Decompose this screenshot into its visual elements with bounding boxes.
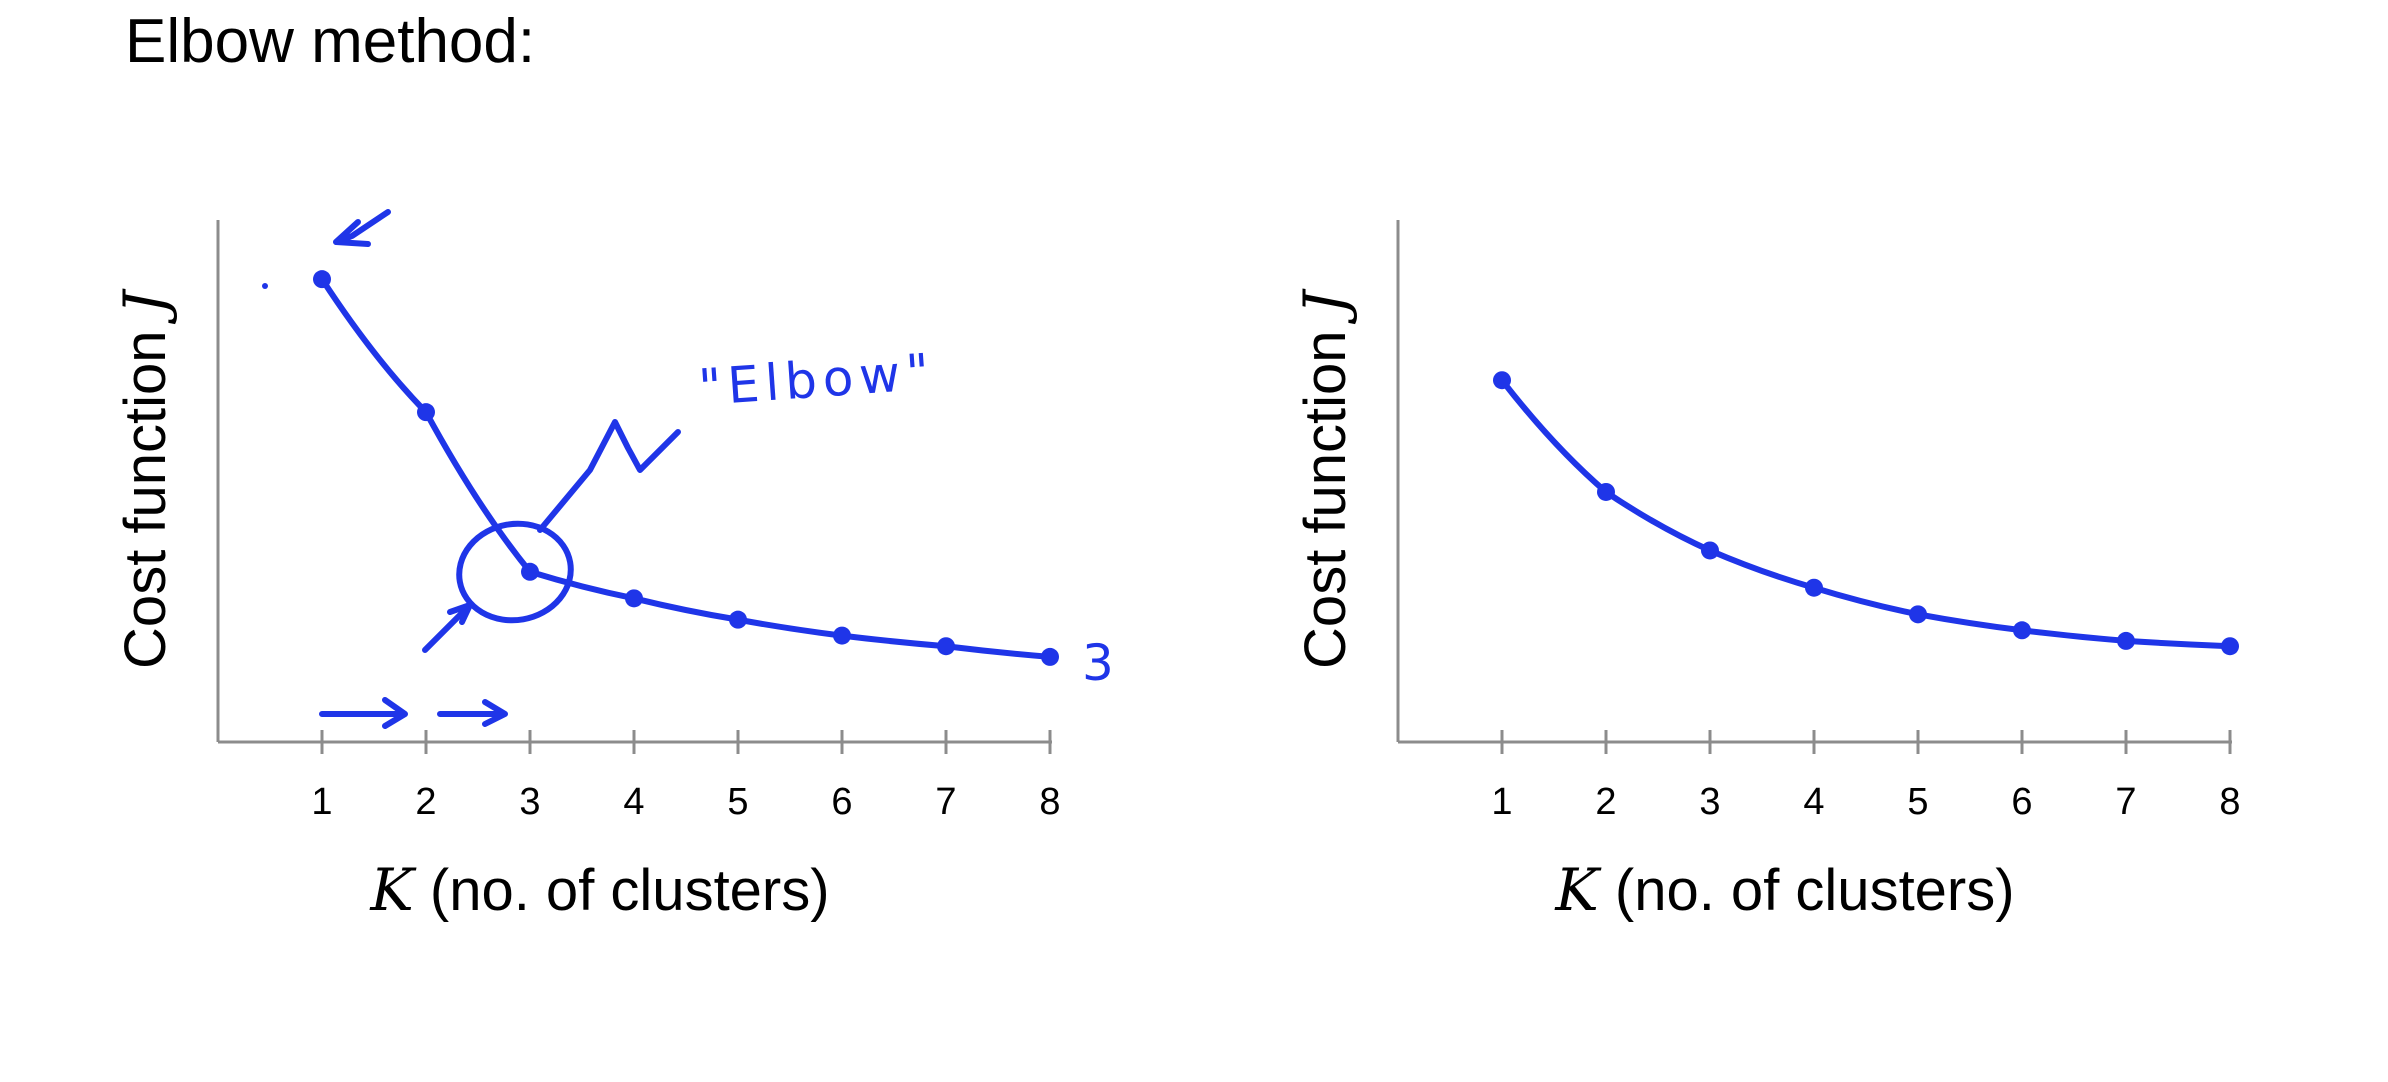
data-point: [313, 270, 331, 289]
smooth-chart: 1 2 3 4 5 6 7 8 K (no. of clusters) Cost functi…: [1291, 220, 2241, 924]
x-tick-label: 7: [935, 781, 956, 823]
y-axis-title: Cost function J: [1291, 288, 1359, 669]
x-tick-label: 8: [1039, 781, 1060, 823]
data-point: [937, 637, 955, 656]
ink-dot: [262, 283, 268, 289]
x-tick-label: 3: [519, 781, 540, 823]
data-point: [2013, 621, 2031, 640]
y-axis-label: Cost function: [1293, 314, 1358, 669]
x-axis-variable: K: [1554, 856, 1602, 924]
series-line: [1499, 377, 2233, 650]
x-tick-label: 7: [2115, 781, 2136, 823]
data-points: [313, 270, 1059, 666]
data-point: [2221, 637, 2239, 656]
x-axis-title: K (no. of clusters): [369, 856, 829, 924]
x-tick-label: 2: [1595, 781, 1616, 823]
x-tick-label: 3: [1699, 781, 1720, 823]
x-axis-tick-labels: 1 2 3 4 5 6 7 8: [1491, 781, 2240, 823]
x-axis-ticks: [320, 730, 1052, 754]
x-axis-title: K (no. of clusters): [1554, 856, 2014, 924]
x-tick-label: 4: [623, 781, 644, 823]
data-point: [417, 403, 435, 422]
x-axis-variable: K: [369, 856, 417, 924]
data-point: [1805, 578, 1823, 597]
x-tick-label: 5: [727, 781, 748, 823]
arrow-right-annotation-2: [437, 699, 508, 727]
x-axis-tick-labels: 1 2 3 4 5 6 7 8: [311, 781, 1060, 823]
data-point: [1701, 541, 1719, 560]
data-point: [2117, 631, 2135, 650]
data-points: [1493, 371, 2239, 656]
data-point: [1041, 647, 1059, 666]
arrow-annotation-top: [333, 209, 391, 247]
data-point: [1909, 605, 1927, 624]
handwritten-digit: 3: [1082, 634, 1120, 692]
x-tick-label: 8: [2219, 781, 2240, 823]
slide-title: Elbow method:: [125, 7, 536, 76]
data-point: [625, 589, 643, 608]
x-axis-label: (no. of clusters): [414, 858, 830, 923]
data-point: [521, 562, 539, 581]
x-axis-ticks: [1500, 730, 2232, 754]
data-point: [1493, 371, 1511, 390]
series-line: [319, 276, 1053, 660]
arrow-right-annotation-1: [319, 697, 408, 729]
x-tick-label: 4: [1803, 781, 1824, 823]
x-tick-label: 2: [415, 781, 436, 823]
y-axis-title: Cost function J: [111, 288, 179, 669]
data-point: [1597, 482, 1615, 501]
y-axis-label: Cost function: [113, 314, 178, 669]
arrow-annotation-lower: [422, 602, 473, 653]
x-tick-label: 5: [1907, 781, 1928, 823]
x-tick-label: 6: [831, 781, 852, 823]
data-point: [729, 610, 747, 629]
x-axis-label: (no. of clusters): [1599, 858, 2015, 923]
elbow-circle: [456, 520, 574, 624]
data-point: [833, 626, 851, 645]
x-tick-label: 1: [311, 781, 332, 823]
x-tick-label: 1: [1491, 781, 1512, 823]
elbow-label: "Elbow": [697, 343, 937, 417]
x-tick-label: 6: [2011, 781, 2032, 823]
elbow-chart: 1 2 3 4 5 6 7 8 K (no. of clusters) Cost functi…: [111, 209, 1120, 924]
elbow-pointer-stroke: [537, 419, 681, 533]
